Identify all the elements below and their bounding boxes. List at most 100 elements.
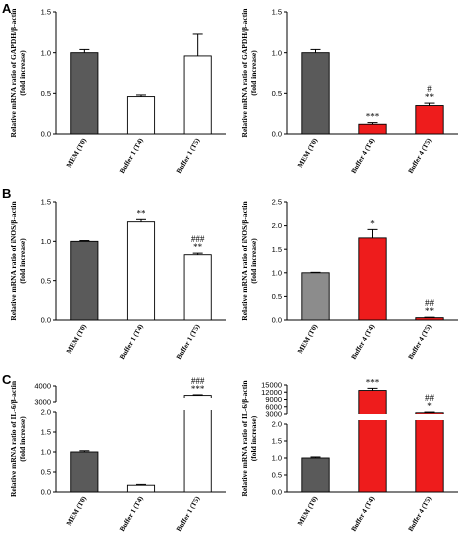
category-label: Buffer 4 (T5) [407, 136, 434, 174]
category-label: MEM (T0) [296, 136, 319, 169]
significance-mark: ** [425, 92, 435, 102]
bar [183, 254, 212, 321]
y-axis-title-line: (fold increase) [18, 50, 27, 96]
y-tick-label: 1.5 [41, 428, 51, 437]
bar [358, 123, 387, 135]
bar [126, 484, 156, 493]
bar [126, 96, 156, 135]
category-label: MEM (T0) [65, 136, 88, 169]
y-tick-label: 1.0 [272, 48, 282, 57]
y-tick-label: 0.0 [272, 130, 282, 139]
y-tick-label: 1.0 [272, 454, 282, 463]
chart-b-right: 0.0 0.5 1.0 1.5 2.0 2.5 Relative mRNA ratio of… [240, 198, 458, 361]
y-tick-label: 1.5 [272, 8, 282, 17]
significance-mark: ### [191, 234, 205, 244]
y-tick-label: 0.5 [272, 471, 282, 480]
chart-a-left: 0.0 0.5 1.0 1.5 Relative mRNA ratio of GAPDH… [9, 8, 226, 175]
y-axis-title: Relative mRNA ratio of GAPDH/β-actin(fol… [9, 8, 27, 138]
bar [70, 52, 99, 135]
y-tick-label: 9000 [265, 395, 282, 404]
y-tick-label: 0.0 [41, 130, 51, 139]
significance-mark: ** [425, 306, 435, 316]
y-axis-title-line: Relative mRNA ratio of GAPDH/β-actin [9, 8, 18, 138]
y-tick-label: 0.0 [41, 316, 51, 325]
bar [415, 105, 444, 135]
bar [183, 55, 212, 135]
significance-mark: ** [137, 208, 147, 218]
category-label: Buffer 1 (T5) [175, 494, 202, 532]
y-axis-title-line: (fold increase) [18, 416, 27, 462]
category-label: Buffer 1 (T5) [175, 136, 202, 174]
y-tick-label: 0.0 [41, 488, 51, 497]
category-label: Buffer 1 (T4) [118, 322, 145, 360]
y-tick-label: 0.5 [41, 276, 51, 285]
y-axis-title: Relative mRNA ratio of iNOS/β-actin(fold… [240, 201, 258, 321]
significance-mark: ** [193, 242, 203, 252]
significance-mark: # [427, 84, 432, 94]
y-tick-label: 4000 [34, 382, 51, 391]
y-tick-label: 1.5 [41, 198, 51, 207]
y-tick-label: 6000 [265, 402, 282, 411]
y-tick-label: 0.0 [272, 316, 282, 325]
y-tick-label: 2.0 [272, 221, 282, 230]
y-tick-label: 1.0 [272, 268, 282, 277]
category-label: Buffer 1 (T4) [118, 136, 145, 174]
y-axis-title-line: (fold increase) [249, 50, 258, 96]
significance-mark: *** [366, 377, 380, 387]
axis-break-band [57, 398, 227, 410]
y-tick-label: 1.5 [41, 8, 51, 17]
axis-break-band [288, 414, 459, 420]
y-tick-label: 0.5 [272, 89, 282, 98]
category-label: MEM (T0) [65, 494, 88, 527]
bar [301, 457, 330, 493]
significance-mark: ### [191, 376, 205, 386]
y-axis-title-line: Relative mRNA ratio of IL-6/β-actin [9, 380, 18, 497]
significance-mark: * [427, 401, 432, 411]
y-axis-title-line: (fold increase) [249, 415, 258, 461]
panel-letter-b: B [2, 186, 11, 201]
y-tick-label: 1.0 [41, 237, 51, 246]
bar [183, 395, 212, 493]
significance-mark: ## [425, 393, 435, 403]
category-label: Buffer 4 (T5) [407, 322, 434, 360]
y-axis-title-line: (fold increase) [18, 238, 27, 284]
category-label: Buffer 1 (T5) [175, 322, 202, 360]
y-tick-label: 1.0 [41, 48, 51, 57]
y-axis-title: Relative mRNA ratio of GAPDH/β-actin(fol… [240, 8, 258, 138]
bar [358, 390, 387, 493]
bar [358, 237, 387, 321]
significance-mark: *** [366, 112, 380, 122]
y-tick-label: 0.5 [41, 89, 51, 98]
y-tick-label: 2.5 [272, 198, 282, 207]
bar [415, 317, 444, 321]
category-label: Buffer 4 (T5) [407, 494, 434, 532]
y-tick-label: 12000 [261, 388, 282, 397]
y-axis-title: Relative mRNA ratio of iNOS/β-actin(fold… [9, 201, 27, 321]
y-tick-label: 2.0 [41, 408, 51, 417]
chart-c-right: 0.00.51.01.52.03000600090001200015000Rel… [240, 377, 459, 533]
y-tick-label: 1.5 [272, 437, 282, 446]
y-tick-label: 0.5 [41, 468, 51, 477]
y-tick-label: 2.0 [272, 420, 282, 429]
y-axis-title-line: Relative mRNA ratio of GAPDH/β-actin [240, 8, 249, 138]
y-axis-title: Relative mRNA ratio of IL-6/β-actin(fold… [240, 380, 258, 497]
bar [415, 412, 444, 493]
category-label: Buffer 4 (T4) [350, 136, 377, 174]
bar [70, 240, 99, 321]
y-axis-title-line: (fold increase) [249, 238, 258, 284]
panel-letter-a: A [2, 1, 12, 16]
y-tick-label: 3000 [265, 410, 282, 419]
y-axis-title-line: Relative mRNA ratio of IL-6/β-actin [240, 380, 249, 497]
chart-a-right: 0.0 0.5 1.0 1.5 Relative mRNA ratio of GAPDH… [240, 8, 458, 175]
category-label: MEM (T0) [296, 322, 319, 355]
significance-mark: ## [425, 298, 435, 308]
y-tick-label: 0.5 [272, 292, 282, 301]
bar [126, 221, 156, 321]
panel-letter-c: C [2, 372, 12, 387]
y-axis-title-line: Relative mRNA ratio of iNOS/β-actin [240, 201, 249, 321]
category-label: Buffer 1 (T4) [118, 494, 145, 532]
significance-mark: *** [191, 384, 205, 394]
category-label: MEM (T0) [65, 322, 88, 355]
